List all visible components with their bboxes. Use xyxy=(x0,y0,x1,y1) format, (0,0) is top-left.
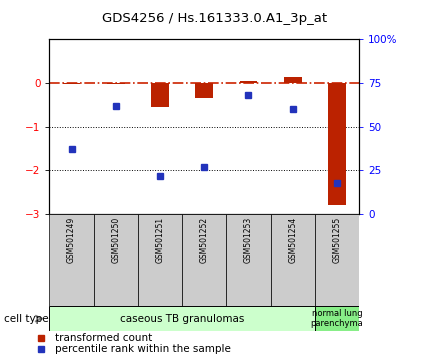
Bar xyxy=(182,214,226,306)
Text: GSM501255: GSM501255 xyxy=(332,217,341,263)
Bar xyxy=(284,78,301,83)
Bar xyxy=(94,214,138,306)
Text: transformed count: transformed count xyxy=(55,333,153,343)
Text: GSM501254: GSM501254 xyxy=(288,217,297,263)
Text: cell type: cell type xyxy=(4,314,49,324)
Bar xyxy=(328,83,346,205)
Bar xyxy=(151,83,169,107)
Text: GSM501253: GSM501253 xyxy=(244,217,253,263)
Bar xyxy=(49,306,315,331)
Text: GSM501250: GSM501250 xyxy=(111,217,120,263)
Text: normal lung
parenchyma: normal lung parenchyma xyxy=(310,309,363,328)
Bar xyxy=(107,83,125,84)
Bar xyxy=(49,214,94,306)
Bar xyxy=(138,214,182,306)
Bar xyxy=(195,83,213,98)
Text: GSM501249: GSM501249 xyxy=(67,217,76,263)
Text: GDS4256 / Hs.161333.0.A1_3p_at: GDS4256 / Hs.161333.0.A1_3p_at xyxy=(102,12,328,25)
Bar xyxy=(315,306,359,331)
Bar xyxy=(226,214,270,306)
Text: percentile rank within the sample: percentile rank within the sample xyxy=(55,344,231,354)
Bar xyxy=(270,214,315,306)
Text: caseous TB granulomas: caseous TB granulomas xyxy=(120,314,244,324)
Text: GSM501252: GSM501252 xyxy=(200,217,209,263)
Bar xyxy=(240,81,257,83)
Bar xyxy=(315,214,359,306)
Text: GSM501251: GSM501251 xyxy=(156,217,165,263)
Bar xyxy=(63,83,80,84)
